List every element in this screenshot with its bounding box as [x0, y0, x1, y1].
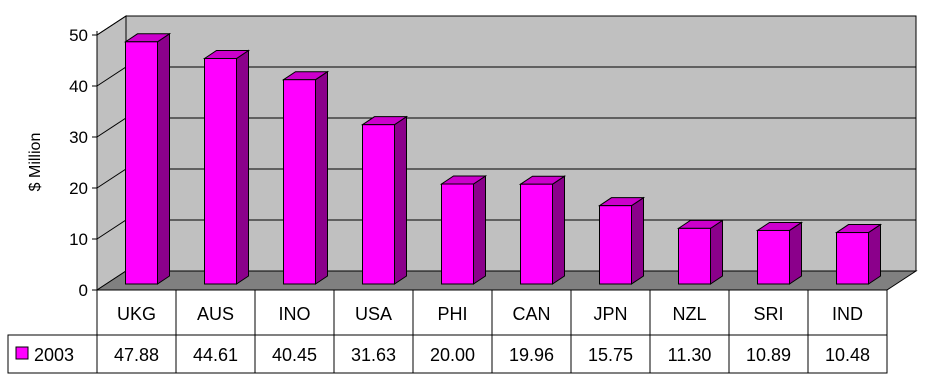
bar-side — [157, 32, 170, 285]
bar-front — [520, 183, 553, 285]
bar-nzl — [676, 219, 725, 285]
y-tick-label: 10 — [69, 230, 88, 249]
value-label-sri: 10.89 — [746, 345, 791, 365]
bar-front — [836, 232, 869, 285]
bar-side — [789, 221, 802, 285]
bar-phi — [439, 175, 488, 285]
bar-front — [125, 41, 158, 285]
category-label-ino: INO — [278, 304, 310, 324]
bar-side — [552, 175, 565, 285]
value-label-ukg: 47.88 — [114, 345, 159, 365]
bar-usa — [360, 115, 409, 285]
bar-front — [204, 57, 237, 285]
value-label-aus: 44.61 — [193, 345, 238, 365]
bar-side — [710, 219, 723, 285]
bar-side — [236, 49, 249, 285]
gridline — [96, 15, 916, 36]
bar-side — [315, 70, 328, 285]
legend-swatch — [15, 346, 29, 360]
category-label-usa: USA — [355, 304, 392, 324]
bar-ukg — [123, 32, 172, 285]
bar-can — [518, 175, 567, 285]
value-label-usa: 31.63 — [351, 345, 396, 365]
category-label-ukg: UKG — [117, 304, 156, 324]
category-label-ind: IND — [832, 304, 863, 324]
bar-side — [473, 175, 486, 285]
value-label-ino: 40.45 — [272, 345, 317, 365]
category-label-sri: SRI — [753, 304, 783, 324]
y-tick-label: 0 — [79, 281, 88, 300]
bar-sri — [755, 221, 804, 285]
y-axis: 0 10 20 30 40 50 — [69, 26, 98, 300]
data-table: UKG 47.88 AUS 44.61 INO 40.45 USA 31.63 PHI 20.00… — [7, 290, 888, 374]
value-label-ind: 10.48 — [825, 345, 870, 365]
bar-front — [678, 227, 711, 285]
y-axis-label: $ Million — [27, 133, 44, 192]
y-tick-label: 20 — [69, 179, 88, 198]
category-label-aus: AUS — [197, 304, 234, 324]
y-tick-label: 40 — [69, 77, 88, 96]
category-label-nzl: NZL — [672, 304, 706, 324]
value-label-phi: 20.00 — [430, 345, 475, 365]
category-label-phi: PHI — [437, 304, 467, 324]
bars — [123, 32, 883, 285]
y-tick-label: 30 — [69, 128, 88, 147]
category-label-jpn: JPN — [593, 304, 627, 324]
category-label-can: CAN — [512, 304, 550, 324]
value-label-nzl: 11.30 — [668, 345, 712, 365]
legend-label: 2003 — [34, 345, 74, 365]
bar-front — [441, 183, 474, 285]
bar-side — [868, 223, 881, 285]
bar-ino — [281, 70, 330, 285]
y-tick-label: 50 — [69, 26, 88, 45]
bar-front — [757, 229, 790, 285]
bar-side — [394, 115, 407, 285]
bar-jpn — [597, 196, 646, 285]
bar-side — [631, 196, 644, 285]
bar-ind — [834, 223, 883, 285]
side-wall — [96, 15, 127, 291]
bar-aus — [202, 49, 251, 285]
value-label-can: 19.96 — [509, 345, 554, 365]
value-label-jpn: 15.75 — [588, 345, 633, 365]
bar-front — [362, 124, 395, 285]
bar-front — [283, 79, 316, 285]
bar-front — [599, 205, 632, 285]
